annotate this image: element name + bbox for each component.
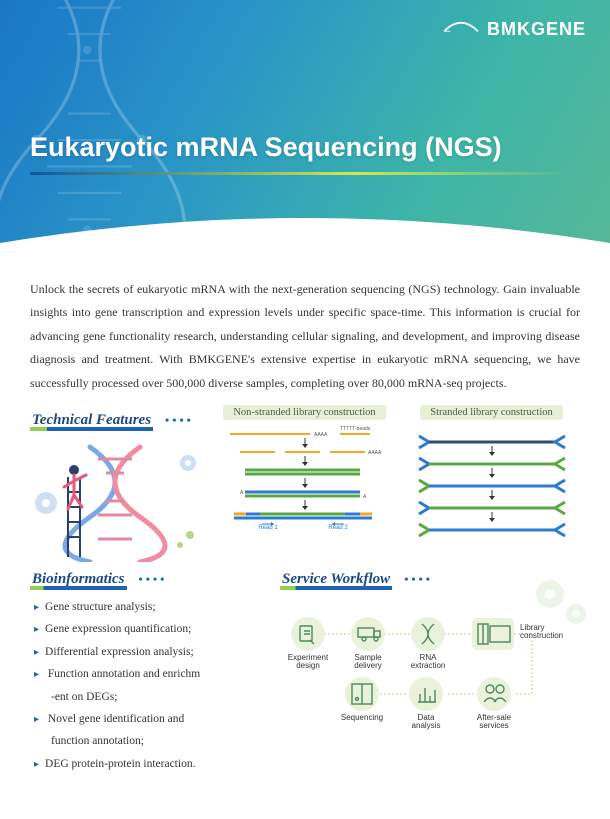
list-item: Differential expression analysis; (34, 641, 258, 663)
section-title-bioinf: Bioinformatics (30, 571, 127, 587)
svg-text:Read 2: Read 2 (328, 525, 348, 531)
section-title-tech: Technical Features (30, 412, 153, 428)
hero-banner: BMKGENE Eukaryotic mRNA Sequencing (NGS) (0, 0, 610, 260)
section-title-workflow: Service Workflow (280, 571, 392, 587)
svg-text:After-saleservices: After-saleservices (477, 713, 512, 730)
svg-text:Dataanalysis: Dataanalysis (412, 713, 441, 730)
hero-curve (0, 213, 610, 260)
list-item: Gene expression quantification; (34, 618, 258, 640)
svg-text:A: A (363, 494, 367, 500)
workflow-col: Service Workflow •••• (280, 564, 580, 775)
dots-decor: •••• (139, 572, 168, 587)
svg-text:A: A (240, 490, 244, 496)
list-item: Gene structure analysis; (34, 596, 258, 618)
intro-paragraph: Unlock the secrets of eukaryotic mRNA wi… (30, 278, 580, 395)
stranded-col: Stranded library construction (403, 405, 580, 562)
list-item: DEG protein-protein interaction. (34, 753, 258, 775)
label-nonstranded: Non-stranded library construction (223, 405, 385, 420)
svg-text:Sequencing: Sequencing (341, 713, 383, 722)
section-header-tech: Technical Features •••• (30, 411, 206, 431)
svg-text:Read 1: Read 1 (258, 525, 278, 531)
title-underline (30, 172, 570, 175)
section-header-bioinf: Bioinformatics •••• (30, 570, 258, 590)
list-item: Function annotation and enrichm -ent on … (34, 663, 258, 708)
svg-text:AAAA: AAAA (368, 450, 382, 456)
dna-person-illustration (30, 437, 200, 562)
stranded-diagram (407, 424, 577, 539)
svg-text:Sampledelivery: Sampledelivery (354, 653, 382, 670)
svg-text:Experimentdesign: Experimentdesign (288, 653, 329, 670)
nonstranded-col: Non-stranded library construction AAAA T… (216, 405, 393, 562)
dots-decor: •••• (165, 413, 194, 428)
brand-logo: BMKGENE (443, 18, 586, 41)
list-item: Novel gene identification and function a… (34, 708, 258, 753)
technical-features-col: Technical Features •••• (30, 405, 206, 562)
svg-text:AAAA: AAAA (314, 432, 328, 438)
page-title: Eukaryotic mRNA Sequencing (NGS) (30, 132, 502, 163)
dots-decor: •••• (404, 572, 433, 587)
lower-row: Bioinformatics •••• Gene structure analy… (30, 564, 580, 775)
nonstranded-diagram: AAAA TTTTT-beads AAAA A A (220, 424, 390, 539)
svg-text:RNAextraction: RNAextraction (411, 653, 446, 670)
bioinformatics-list: Gene structure analysis; Gene expression… (30, 596, 258, 775)
brand-swoosh-icon (443, 18, 479, 41)
brand-name: BMKGENE (487, 19, 586, 40)
gear-bg-icon (528, 570, 598, 645)
content-area: Unlock the secrets of eukaryotic mRNA wi… (0, 260, 610, 775)
label-stranded: Stranded library construction (420, 405, 562, 420)
bioinformatics-col: Bioinformatics •••• Gene structure analy… (30, 564, 258, 775)
svg-text:TTTTT-beads: TTTTT-beads (340, 426, 371, 432)
technical-features-row: Technical Features •••• (30, 405, 580, 562)
